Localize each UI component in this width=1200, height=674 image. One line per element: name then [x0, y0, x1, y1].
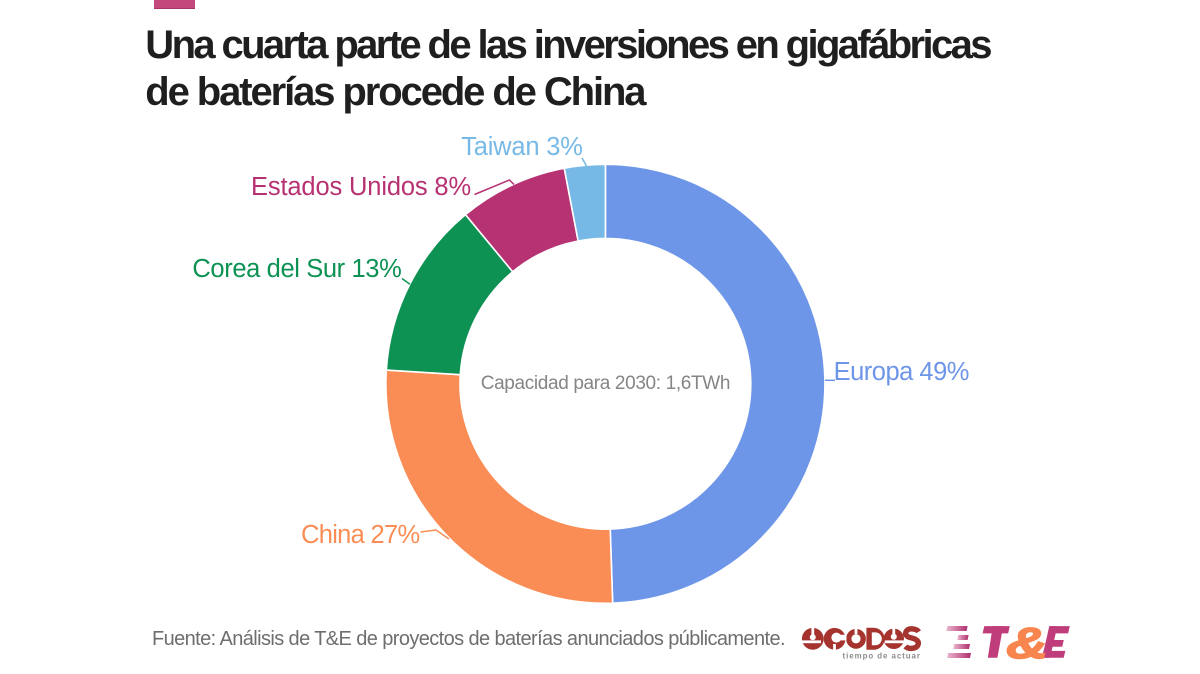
- svg-text:&: &: [1006, 621, 1048, 666]
- svg-text:tiempo de actuar: tiempo de actuar: [843, 651, 921, 660]
